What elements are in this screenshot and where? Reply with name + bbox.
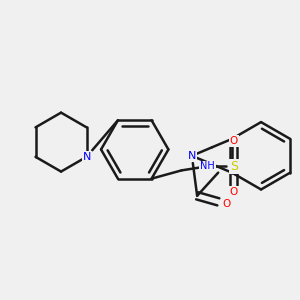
Text: NH: NH <box>200 161 215 171</box>
Text: N: N <box>82 152 91 162</box>
Text: N: N <box>188 151 196 161</box>
Text: O: O <box>230 187 238 196</box>
Text: O: O <box>230 136 238 146</box>
Text: S: S <box>230 160 238 173</box>
Text: O: O <box>223 199 231 209</box>
